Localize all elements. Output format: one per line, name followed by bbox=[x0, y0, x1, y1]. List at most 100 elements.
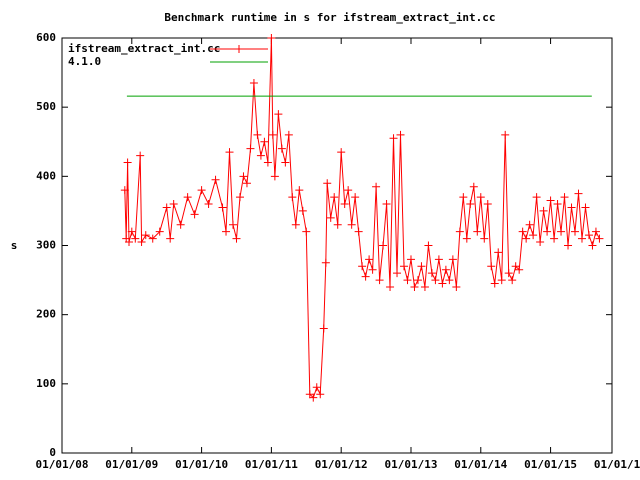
point-marker bbox=[487, 262, 496, 271]
point-marker bbox=[274, 110, 283, 119]
y-tick-label: 600 bbox=[36, 31, 56, 44]
point-marker bbox=[557, 227, 566, 236]
point-marker bbox=[298, 206, 307, 215]
point-marker bbox=[427, 269, 436, 278]
point-marker bbox=[473, 227, 482, 236]
point-marker bbox=[515, 265, 524, 274]
x-tick-label: 01/01/08 bbox=[36, 458, 89, 471]
point-marker bbox=[211, 175, 220, 184]
point-marker bbox=[291, 220, 300, 229]
point-marker bbox=[539, 206, 548, 215]
point-marker bbox=[476, 193, 485, 202]
point-marker bbox=[393, 269, 402, 278]
point-marker bbox=[246, 144, 255, 153]
point-marker bbox=[494, 248, 503, 257]
point-marker bbox=[434, 255, 443, 264]
point-marker bbox=[123, 158, 132, 167]
point-marker bbox=[302, 227, 311, 236]
point-marker bbox=[441, 265, 450, 274]
point-marker bbox=[288, 193, 297, 202]
point-marker bbox=[141, 231, 150, 240]
point-marker bbox=[340, 200, 349, 208]
point-marker bbox=[577, 234, 586, 243]
point-marker bbox=[270, 172, 279, 181]
point-marker bbox=[197, 186, 206, 195]
y-tick-label: 0 bbox=[49, 446, 56, 459]
point-marker bbox=[183, 193, 192, 202]
point-marker bbox=[176, 220, 185, 229]
point-marker bbox=[410, 283, 419, 291]
y-tick-label: 100 bbox=[36, 377, 56, 390]
point-marker bbox=[445, 276, 454, 285]
point-marker bbox=[567, 203, 576, 212]
point-marker bbox=[284, 130, 293, 139]
point-marker bbox=[480, 234, 489, 243]
point-marker bbox=[497, 276, 506, 285]
y-axis-label: s bbox=[11, 239, 18, 252]
point-marker bbox=[400, 262, 409, 271]
point-marker bbox=[588, 241, 597, 250]
point-marker bbox=[222, 227, 231, 236]
point-marker bbox=[553, 200, 562, 208]
point-marker bbox=[560, 193, 569, 202]
legend-label: ifstream_extract_int.cc bbox=[68, 42, 220, 55]
point-marker bbox=[564, 241, 573, 250]
point-marker bbox=[316, 390, 325, 399]
point-marker bbox=[162, 203, 171, 212]
point-marker bbox=[347, 220, 356, 229]
x-tick-label: 01/01/12 bbox=[315, 458, 368, 471]
legend-label: 4.1.0 bbox=[68, 55, 101, 68]
point-marker bbox=[438, 279, 447, 288]
point-marker bbox=[368, 265, 377, 274]
chart-title: Benchmark runtime in s for ifstream_extr… bbox=[164, 11, 495, 24]
point-marker bbox=[375, 276, 384, 285]
point-marker bbox=[358, 262, 367, 271]
y-tick-label: 400 bbox=[36, 169, 56, 182]
point-marker bbox=[595, 234, 604, 243]
point-marker bbox=[166, 234, 175, 243]
point-marker bbox=[574, 189, 583, 198]
legend-marker bbox=[235, 45, 243, 53]
point-marker bbox=[396, 130, 405, 139]
point-marker bbox=[235, 193, 244, 202]
point-marker bbox=[386, 283, 395, 291]
point-marker bbox=[511, 262, 520, 271]
y-tick-label: 200 bbox=[36, 308, 56, 321]
x-tick-label: 01/01/13 bbox=[384, 458, 437, 471]
point-marker bbox=[330, 193, 339, 202]
point-marker bbox=[522, 234, 531, 243]
point-marker bbox=[406, 255, 415, 264]
point-marker bbox=[379, 241, 388, 250]
point-marker bbox=[504, 269, 513, 278]
point-marker bbox=[543, 227, 552, 236]
point-marker bbox=[242, 179, 251, 188]
point-marker bbox=[420, 283, 429, 291]
x-tick-label: 01/01/15 bbox=[524, 458, 577, 471]
point-marker bbox=[321, 258, 330, 267]
point-marker bbox=[431, 276, 440, 285]
point-marker bbox=[225, 148, 234, 157]
point-marker bbox=[529, 231, 538, 240]
point-marker bbox=[571, 227, 580, 236]
point-marker bbox=[169, 200, 178, 208]
point-marker bbox=[312, 383, 321, 392]
point-marker bbox=[483, 200, 492, 208]
point-marker bbox=[591, 227, 600, 236]
point-marker bbox=[581, 203, 590, 212]
point-marker bbox=[155, 227, 164, 236]
point-marker bbox=[351, 193, 360, 202]
point-marker bbox=[263, 158, 272, 167]
point-marker bbox=[277, 144, 286, 153]
point-marker bbox=[417, 262, 426, 271]
point-marker bbox=[459, 193, 468, 202]
point-marker bbox=[518, 227, 527, 236]
point-marker bbox=[365, 255, 374, 264]
point-marker bbox=[249, 78, 258, 87]
point-marker bbox=[267, 34, 276, 42]
point-marker bbox=[525, 220, 534, 229]
point-marker bbox=[319, 324, 328, 333]
point-marker bbox=[455, 227, 464, 236]
point-marker bbox=[309, 393, 318, 402]
series-line bbox=[124, 37, 600, 399]
